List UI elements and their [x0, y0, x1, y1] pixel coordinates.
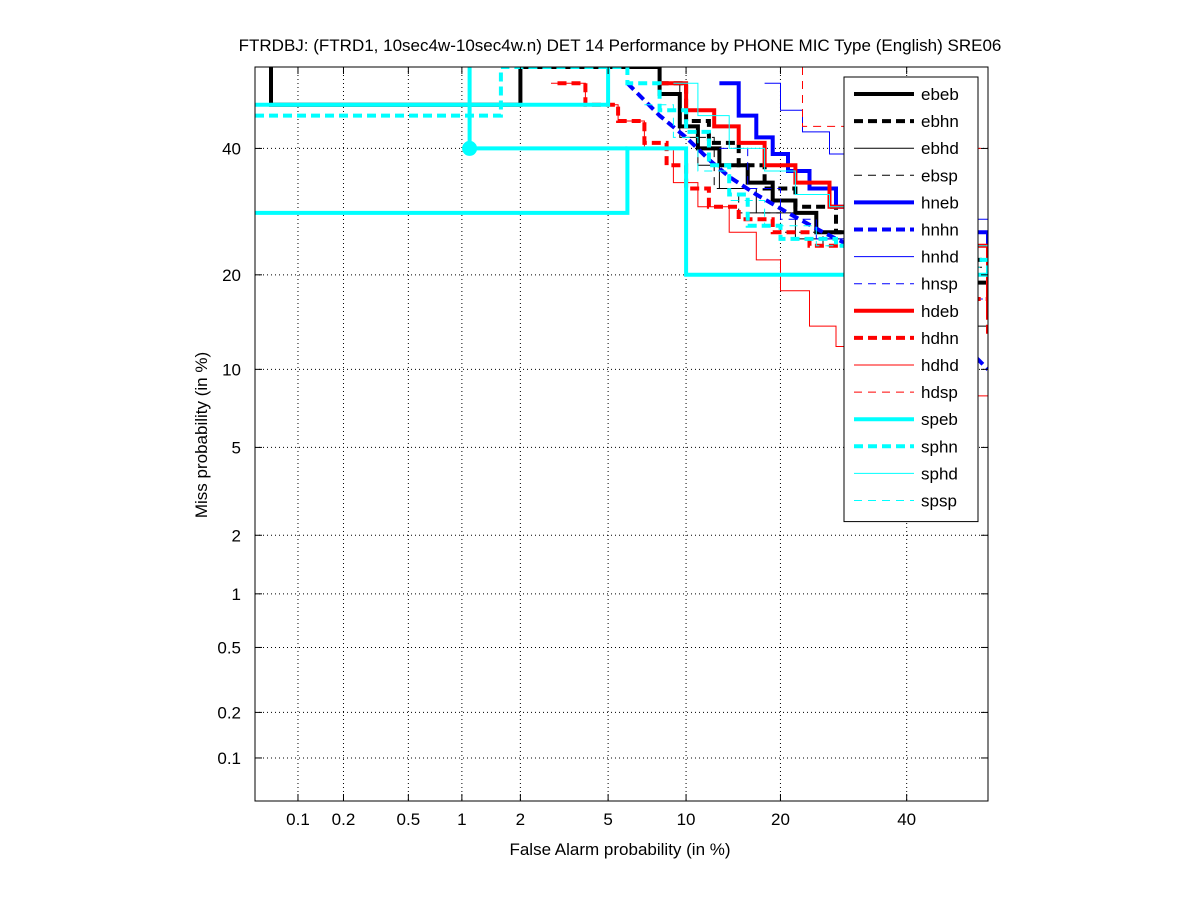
axes-frame — [254, 66, 989, 802]
legend-label-sphn: sphn — [921, 437, 958, 456]
marker-speb — [462, 140, 478, 156]
x-tick-label: 0.2 — [332, 810, 356, 829]
x-tick-label: 0.5 — [397, 810, 421, 829]
legend-label-hdsp: hdsp — [921, 383, 958, 402]
series-line-speb — [255, 146, 988, 277]
y-tick-label: 1 — [232, 585, 241, 604]
legend-label-sphd: sphd — [921, 464, 958, 483]
x-tick-label: 40 — [897, 810, 916, 829]
y-tick-label: 10 — [222, 360, 241, 379]
x-tick-label: 20 — [771, 810, 790, 829]
legend-label-hneb: hneb — [921, 193, 959, 212]
x-tick-label: 5 — [603, 810, 612, 829]
x-axis-label: False Alarm probability (in %) — [509, 840, 730, 859]
series-line-spsp — [644, 104, 988, 308]
series-segment-speb — [255, 67, 611, 107]
legend-label-ebhd: ebhd — [921, 139, 959, 158]
y-axis-label: Miss probability (in %) — [192, 352, 211, 518]
legend-label-ebsp: ebsp — [921, 166, 958, 185]
x-tick-label: 2 — [516, 810, 525, 829]
x-tick-label: 10 — [677, 810, 696, 829]
y-tick-label: 0.2 — [217, 703, 241, 722]
legend-label-ebeb: ebeb — [921, 85, 959, 104]
legend-label-speb: speb — [921, 410, 958, 429]
legend-label-hnhd: hnhd — [921, 248, 959, 267]
y-tick-label: 20 — [222, 266, 241, 285]
legend-label-hdhd: hdhd — [921, 356, 959, 375]
series-line-hnhn — [625, 81, 988, 371]
legend-label-ebhn: ebhn — [921, 112, 959, 131]
y-tick-label: 5 — [232, 438, 241, 457]
legend-label-hnhn: hnhn — [921, 221, 959, 240]
y-tick-label: 40 — [222, 139, 241, 158]
chart-title: FTRDBJ: (FTRD1, 10sec4w-10sec4w.n) DET 1… — [239, 36, 1002, 55]
legend: ebeb ebhn ebhd ebsp hneb hnhn hnhd hnsp hdeb hdhn… — [843, 76, 979, 523]
x-tick-label: 0.1 — [286, 810, 310, 829]
legend-label-hdeb: hdeb — [921, 302, 959, 321]
y-tick-label: 0.1 — [217, 749, 241, 768]
legend-label-hdhn: hdhn — [921, 329, 959, 348]
legend-label-spsp: spsp — [921, 492, 957, 511]
x-tick-label: 1 — [457, 810, 466, 829]
y-tick-label: 2 — [232, 526, 241, 545]
legend-label-hnsp: hnsp — [921, 275, 958, 294]
y-tick-label: 0.5 — [217, 638, 241, 657]
